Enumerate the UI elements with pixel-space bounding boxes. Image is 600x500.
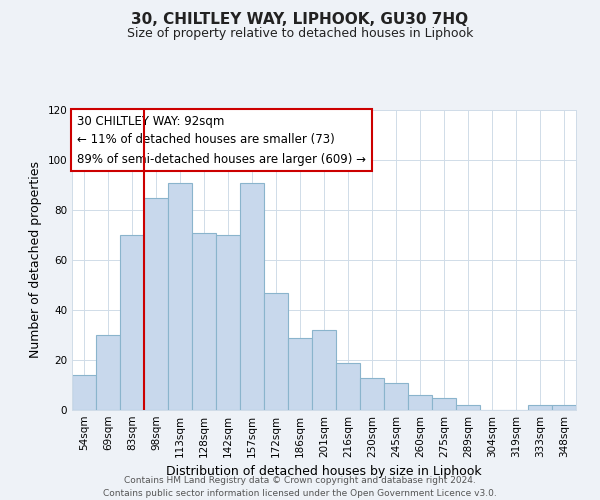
Bar <box>216 235 240 410</box>
Bar <box>408 395 432 410</box>
Bar <box>336 362 360 410</box>
Bar <box>168 182 192 410</box>
Bar <box>120 235 144 410</box>
Text: Size of property relative to detached houses in Liphook: Size of property relative to detached ho… <box>127 28 473 40</box>
Bar <box>456 405 480 410</box>
Bar <box>264 292 288 410</box>
Y-axis label: Number of detached properties: Number of detached properties <box>29 162 42 358</box>
Bar <box>552 405 576 410</box>
Bar <box>432 398 456 410</box>
Bar <box>528 405 552 410</box>
Bar <box>240 182 264 410</box>
Bar <box>192 232 216 410</box>
Bar <box>384 382 408 410</box>
Text: 30 CHILTLEY WAY: 92sqm
← 11% of detached houses are smaller (73)
89% of semi-det: 30 CHILTLEY WAY: 92sqm ← 11% of detached… <box>77 114 366 166</box>
Bar <box>72 375 96 410</box>
Bar <box>144 198 168 410</box>
Bar <box>360 378 384 410</box>
Bar <box>288 338 312 410</box>
Bar <box>96 335 120 410</box>
Bar <box>312 330 336 410</box>
Text: 30, CHILTLEY WAY, LIPHOOK, GU30 7HQ: 30, CHILTLEY WAY, LIPHOOK, GU30 7HQ <box>131 12 469 28</box>
Text: Contains HM Land Registry data © Crown copyright and database right 2024.
Contai: Contains HM Land Registry data © Crown c… <box>103 476 497 498</box>
X-axis label: Distribution of detached houses by size in Liphook: Distribution of detached houses by size … <box>166 466 482 478</box>
